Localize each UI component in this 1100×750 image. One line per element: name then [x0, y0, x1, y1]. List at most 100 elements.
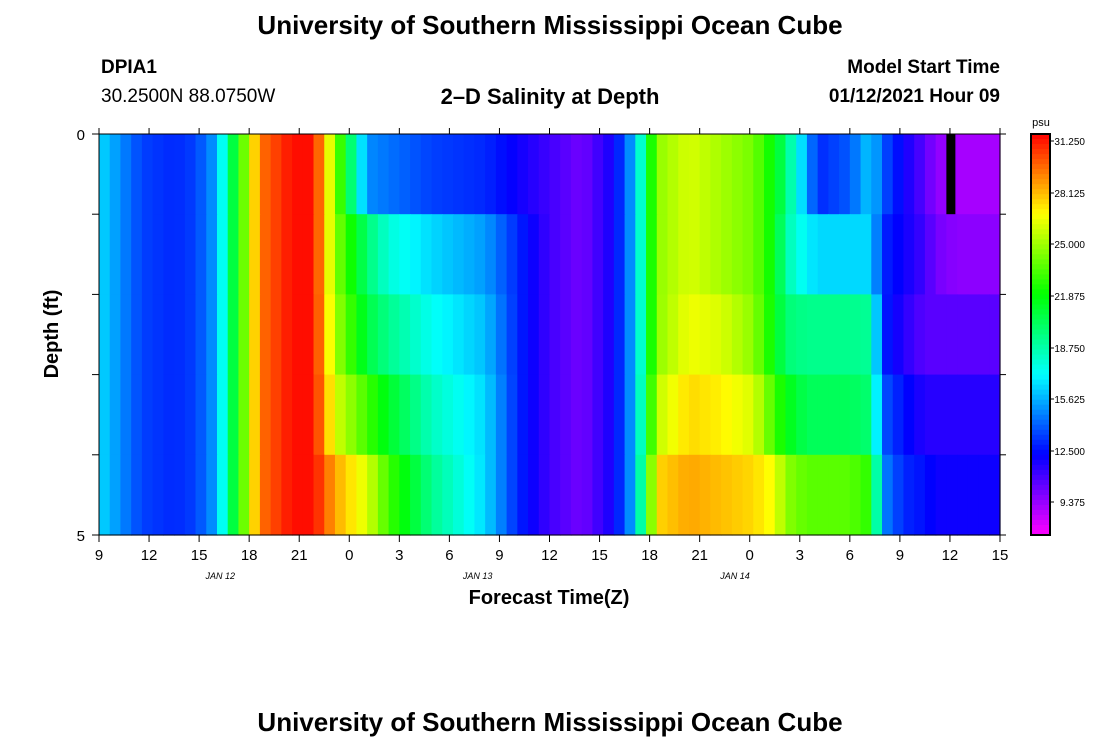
heatmap-cell: [174, 294, 186, 376]
heatmap-cell: [270, 294, 282, 376]
colorbar-segment: [1031, 344, 1050, 351]
y-axis-label: Depth (ft): [41, 290, 63, 379]
colorbar-segment: [1031, 384, 1050, 391]
heatmap-cell: [216, 214, 229, 295]
heatmap-cell: [356, 454, 368, 536]
x-tick-label: 3: [796, 547, 804, 564]
heatmap-cell: [967, 294, 980, 376]
heatmap-cell: [613, 454, 626, 536]
heatmap-cell: [195, 214, 207, 295]
heatmap-cell: [109, 214, 122, 295]
heatmap-cell: [978, 454, 990, 536]
heatmap-cell: [742, 374, 754, 456]
heatmap-cell: [163, 374, 175, 456]
heatmap-cell: [195, 374, 207, 456]
heatmap-cell: [849, 214, 862, 295]
heatmap-cell: [249, 374, 261, 456]
heatmap-cell: [774, 214, 787, 295]
heatmap-cell: [463, 374, 476, 456]
heatmap-cell: [259, 134, 272, 215]
heatmap-cell: [174, 214, 186, 295]
heatmap-cell: [163, 454, 175, 536]
heatmap-cell: [731, 454, 744, 536]
heatmap-cell: [367, 454, 379, 536]
heatmap-cell: [710, 134, 722, 215]
model-start-label: Model Start Time: [847, 57, 1000, 78]
heatmap-cell: [667, 214, 679, 295]
colorbar-segment: [1031, 199, 1050, 205]
heatmap-cell: [131, 214, 143, 295]
heatmap-cell: [399, 134, 411, 215]
colorbar-segment: [1031, 134, 1050, 140]
data-marker: [946, 134, 956, 215]
heatmap-cell: [259, 454, 272, 536]
heatmap-cell: [152, 214, 164, 295]
colorbar-segment: [1031, 459, 1050, 466]
heatmap-cell: [806, 294, 819, 376]
heatmap-cell: [560, 374, 572, 456]
heatmap-cell: [216, 134, 229, 215]
heatmap-cell: [892, 454, 905, 536]
heatmap-cell: [292, 294, 304, 376]
heatmap-cell: [935, 374, 947, 456]
heatmap-cell: [399, 214, 411, 295]
heatmap-cell: [302, 294, 315, 376]
heatmap-cell: [914, 134, 926, 215]
heatmap-cell: [420, 454, 433, 536]
heatmap-cell: [528, 294, 540, 376]
heatmap-cell: [249, 134, 261, 215]
heatmap-cell: [442, 374, 454, 456]
heatmap-cell: [334, 294, 347, 376]
heatmap-cell: [656, 294, 669, 376]
heatmap-cell: [410, 294, 422, 376]
heatmap-cell: [806, 454, 819, 536]
heatmap-cell: [560, 134, 572, 215]
heatmap-cell: [967, 454, 980, 536]
heatmap-cell: [495, 134, 508, 215]
colorbar-segment: [1031, 319, 1050, 326]
heatmap-cell: [592, 454, 604, 536]
heatmap-cell: [120, 294, 132, 376]
heatmap-cell: [849, 454, 862, 536]
colorbar-segment: [1031, 474, 1050, 481]
heatmap-cell: [570, 214, 583, 295]
heatmap-cell: [506, 454, 518, 536]
colorbar-segment: [1031, 414, 1050, 421]
heatmap-cell: [570, 374, 583, 456]
heatmap-cell: [957, 134, 969, 215]
y-tick-label: 5: [77, 528, 85, 545]
colorbar-segment: [1031, 279, 1050, 285]
heatmap-cell: [131, 294, 143, 376]
colorbar-segment: [1031, 409, 1050, 416]
heatmap-cell: [463, 294, 476, 376]
heatmap-cell: [646, 374, 658, 456]
heatmap-cell: [227, 454, 240, 536]
heatmap-cell: [109, 134, 122, 215]
colorbar-segment: [1031, 479, 1050, 486]
footer-title: University of Southern Mississippi Ocean…: [257, 707, 843, 737]
colorbar-frame: [1030, 133, 1051, 536]
heatmap-cell: [474, 454, 486, 536]
heatmap-cell: [195, 134, 207, 215]
heatmap-cell: [281, 374, 293, 456]
heatmap-cell: [131, 454, 143, 536]
heatmap-cell: [410, 214, 422, 295]
heatmap-cell: [882, 374, 894, 456]
heatmap-cell: [860, 294, 872, 376]
heatmap-cell: [324, 134, 336, 215]
heatmap-cell: [710, 374, 722, 456]
heatmap-cell: [109, 454, 122, 536]
colorbar-segment: [1031, 394, 1050, 401]
heatmap-cell: [957, 214, 969, 295]
heatmap-cell: [581, 454, 594, 536]
heatmap-cell: [174, 374, 186, 456]
heatmap-cell: [967, 134, 980, 215]
heatmap-cell: [806, 374, 819, 456]
x-tick-label: 12: [141, 547, 158, 564]
heatmap-cell: [131, 374, 143, 456]
colorbar-segment: [1031, 324, 1050, 331]
heatmap-cell: [99, 454, 111, 536]
date-label: JAN 12: [204, 571, 235, 581]
heatmap-cell: [238, 134, 250, 215]
heatmap-cell: [957, 294, 969, 376]
